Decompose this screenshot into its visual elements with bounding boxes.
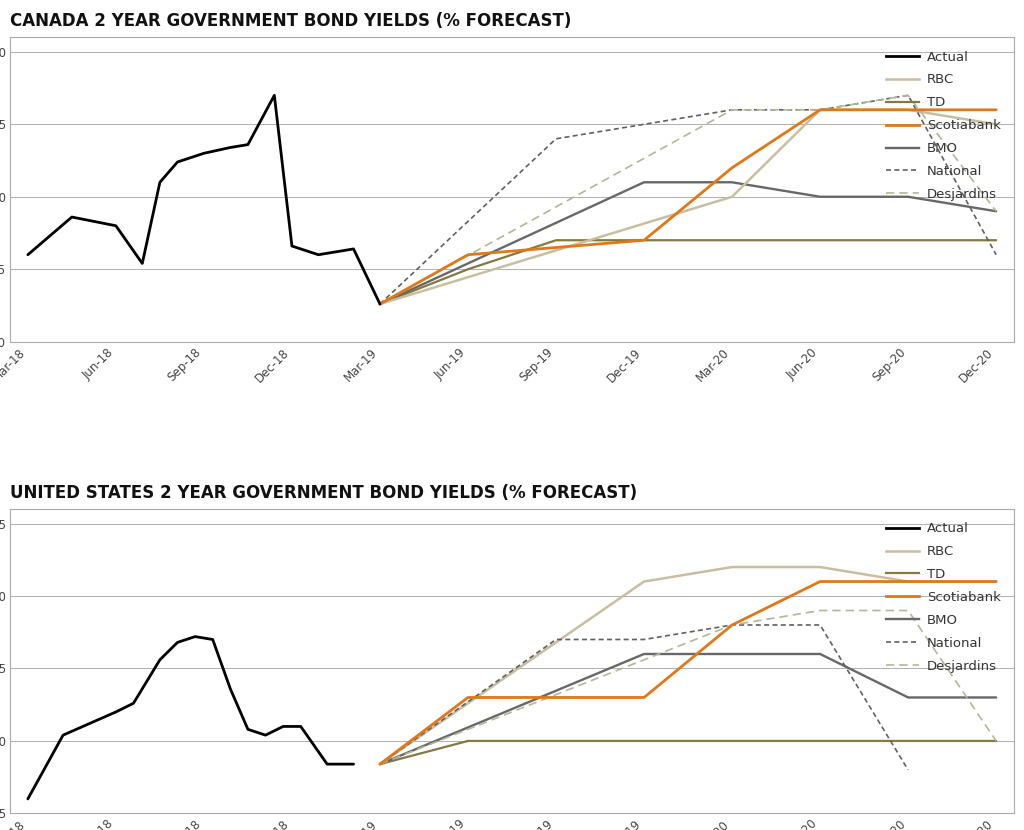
Text: CANADA 2 YEAR GOVERNMENT BOND YIELDS (% FORECAST): CANADA 2 YEAR GOVERNMENT BOND YIELDS (% … <box>10 12 571 30</box>
Legend: Actual, RBC, TD, Scotiabank, BMO, National, Desjardins: Actual, RBC, TD, Scotiabank, BMO, Nation… <box>880 515 1008 679</box>
Legend: Actual, RBC, TD, Scotiabank, BMO, National, Desjardins: Actual, RBC, TD, Scotiabank, BMO, Nation… <box>880 44 1008 208</box>
Text: UNITED STATES 2 YEAR GOVERNMENT BOND YIELDS (% FORECAST): UNITED STATES 2 YEAR GOVERNMENT BOND YIE… <box>10 484 637 502</box>
